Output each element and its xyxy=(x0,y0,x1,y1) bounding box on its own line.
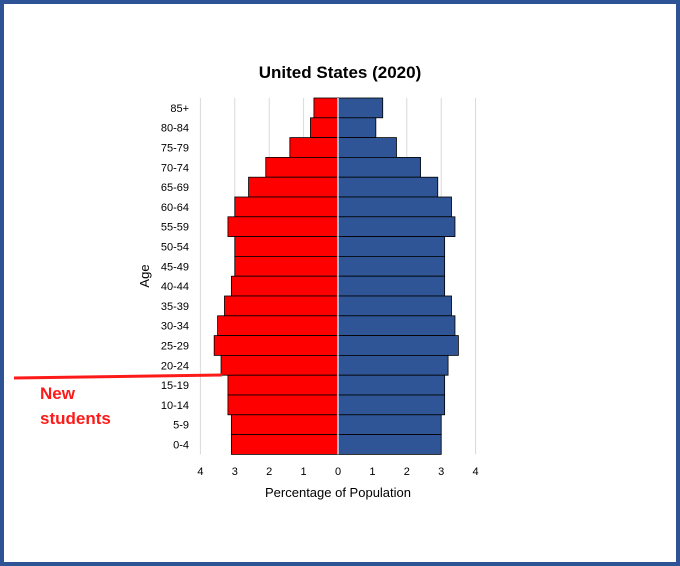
y-tick-label: 70-74 xyxy=(161,162,189,174)
y-tick-label: 50-54 xyxy=(161,242,189,254)
chart-title: United States (2020) xyxy=(259,63,422,82)
bar-right-60-64 xyxy=(337,196,452,218)
y-tick-label: 65-69 xyxy=(161,182,189,194)
bar-right-65-69 xyxy=(337,176,439,198)
annotation-line-2: students xyxy=(40,409,111,428)
bars xyxy=(213,97,459,455)
y-tick-labels: 85+ 80-84 75-79 70-74 65-69 60-64 55-59 50-54 45… xyxy=(161,103,189,452)
bar-left-60-64 xyxy=(234,196,339,218)
bar-right-80-84 xyxy=(337,117,377,139)
y-tick-label: 85+ xyxy=(170,103,189,115)
bar-right-10-14 xyxy=(337,394,446,416)
bar-right-25-29 xyxy=(337,335,459,356)
bar-left-50-54 xyxy=(234,236,339,257)
y-tick-label: 15-19 xyxy=(161,380,189,392)
x-tick-label: 4 xyxy=(473,466,479,478)
annotation-line-1: New xyxy=(40,384,75,403)
bar-right-15-19 xyxy=(337,374,446,396)
bar-left-5-9 xyxy=(230,414,339,435)
y-tick-label: 35-39 xyxy=(161,301,189,313)
bar-right-55-59 xyxy=(337,216,456,238)
x-tick-label: 4 xyxy=(197,466,203,478)
bar-right-75-79 xyxy=(337,137,397,158)
new-students-pointer-line xyxy=(13,373,223,380)
bar-left-30-34 xyxy=(217,315,339,336)
bar-left-45-49 xyxy=(234,255,339,277)
bar-right-85+ xyxy=(337,97,384,119)
y-tick-label: 45-49 xyxy=(161,261,189,273)
bar-left-0-4 xyxy=(230,434,339,455)
bar-left-80-84 xyxy=(310,117,339,139)
bar-right-35-39 xyxy=(337,295,452,317)
y-tick-label: 30-34 xyxy=(161,321,189,333)
bar-right-0-4 xyxy=(337,434,442,455)
y-tick-label: 75-79 xyxy=(161,143,189,155)
bar-left-40-44 xyxy=(230,275,339,297)
bar-left-20-24 xyxy=(220,354,339,376)
y-axis-label: Age xyxy=(137,264,152,287)
y-tick-label: 25-29 xyxy=(161,341,189,353)
x-tick-labels: 4 3 2 1 0 1 2 3 4 xyxy=(197,466,478,478)
bar-right-5-9 xyxy=(337,414,442,435)
bar-left-70-74 xyxy=(265,156,339,178)
bar-right-50-54 xyxy=(337,236,446,257)
y-tick-label: 55-59 xyxy=(161,222,189,234)
x-tick-label: 2 xyxy=(404,466,410,478)
x-tick-label: 1 xyxy=(369,466,375,478)
bar-left-55-59 xyxy=(227,216,339,238)
y-tick-label: 5-9 xyxy=(173,420,189,432)
bar-right-20-24 xyxy=(337,354,449,376)
bar-left-25-29 xyxy=(213,335,339,356)
y-tick-label: 40-44 xyxy=(161,281,189,293)
x-tick-label: 3 xyxy=(232,466,238,478)
y-tick-label: 0-4 xyxy=(173,440,189,452)
x-tick-label: 0 xyxy=(335,466,341,478)
x-tick-label: 2 xyxy=(266,466,272,478)
y-tick-label: 80-84 xyxy=(161,123,189,135)
bar-right-30-34 xyxy=(337,315,456,336)
new-students-annotation: New students xyxy=(40,381,111,431)
bar-left-75-79 xyxy=(289,137,339,158)
x-tick-label: 3 xyxy=(438,466,444,478)
x-tick-label: 1 xyxy=(301,466,307,478)
bar-right-45-49 xyxy=(337,255,446,277)
y-tick-label: 60-64 xyxy=(161,202,189,214)
bar-right-40-44 xyxy=(337,275,446,297)
bar-left-35-39 xyxy=(224,295,339,317)
y-tick-label: 20-24 xyxy=(161,360,189,372)
y-tick-label: 10-14 xyxy=(161,400,189,412)
bar-left-85+ xyxy=(313,97,339,119)
bar-right-70-74 xyxy=(337,156,421,178)
x-axis-label: Percentage of Population xyxy=(265,485,411,500)
bar-left-10-14 xyxy=(227,394,339,416)
bar-left-65-69 xyxy=(248,176,339,198)
bar-left-15-19 xyxy=(227,374,339,396)
